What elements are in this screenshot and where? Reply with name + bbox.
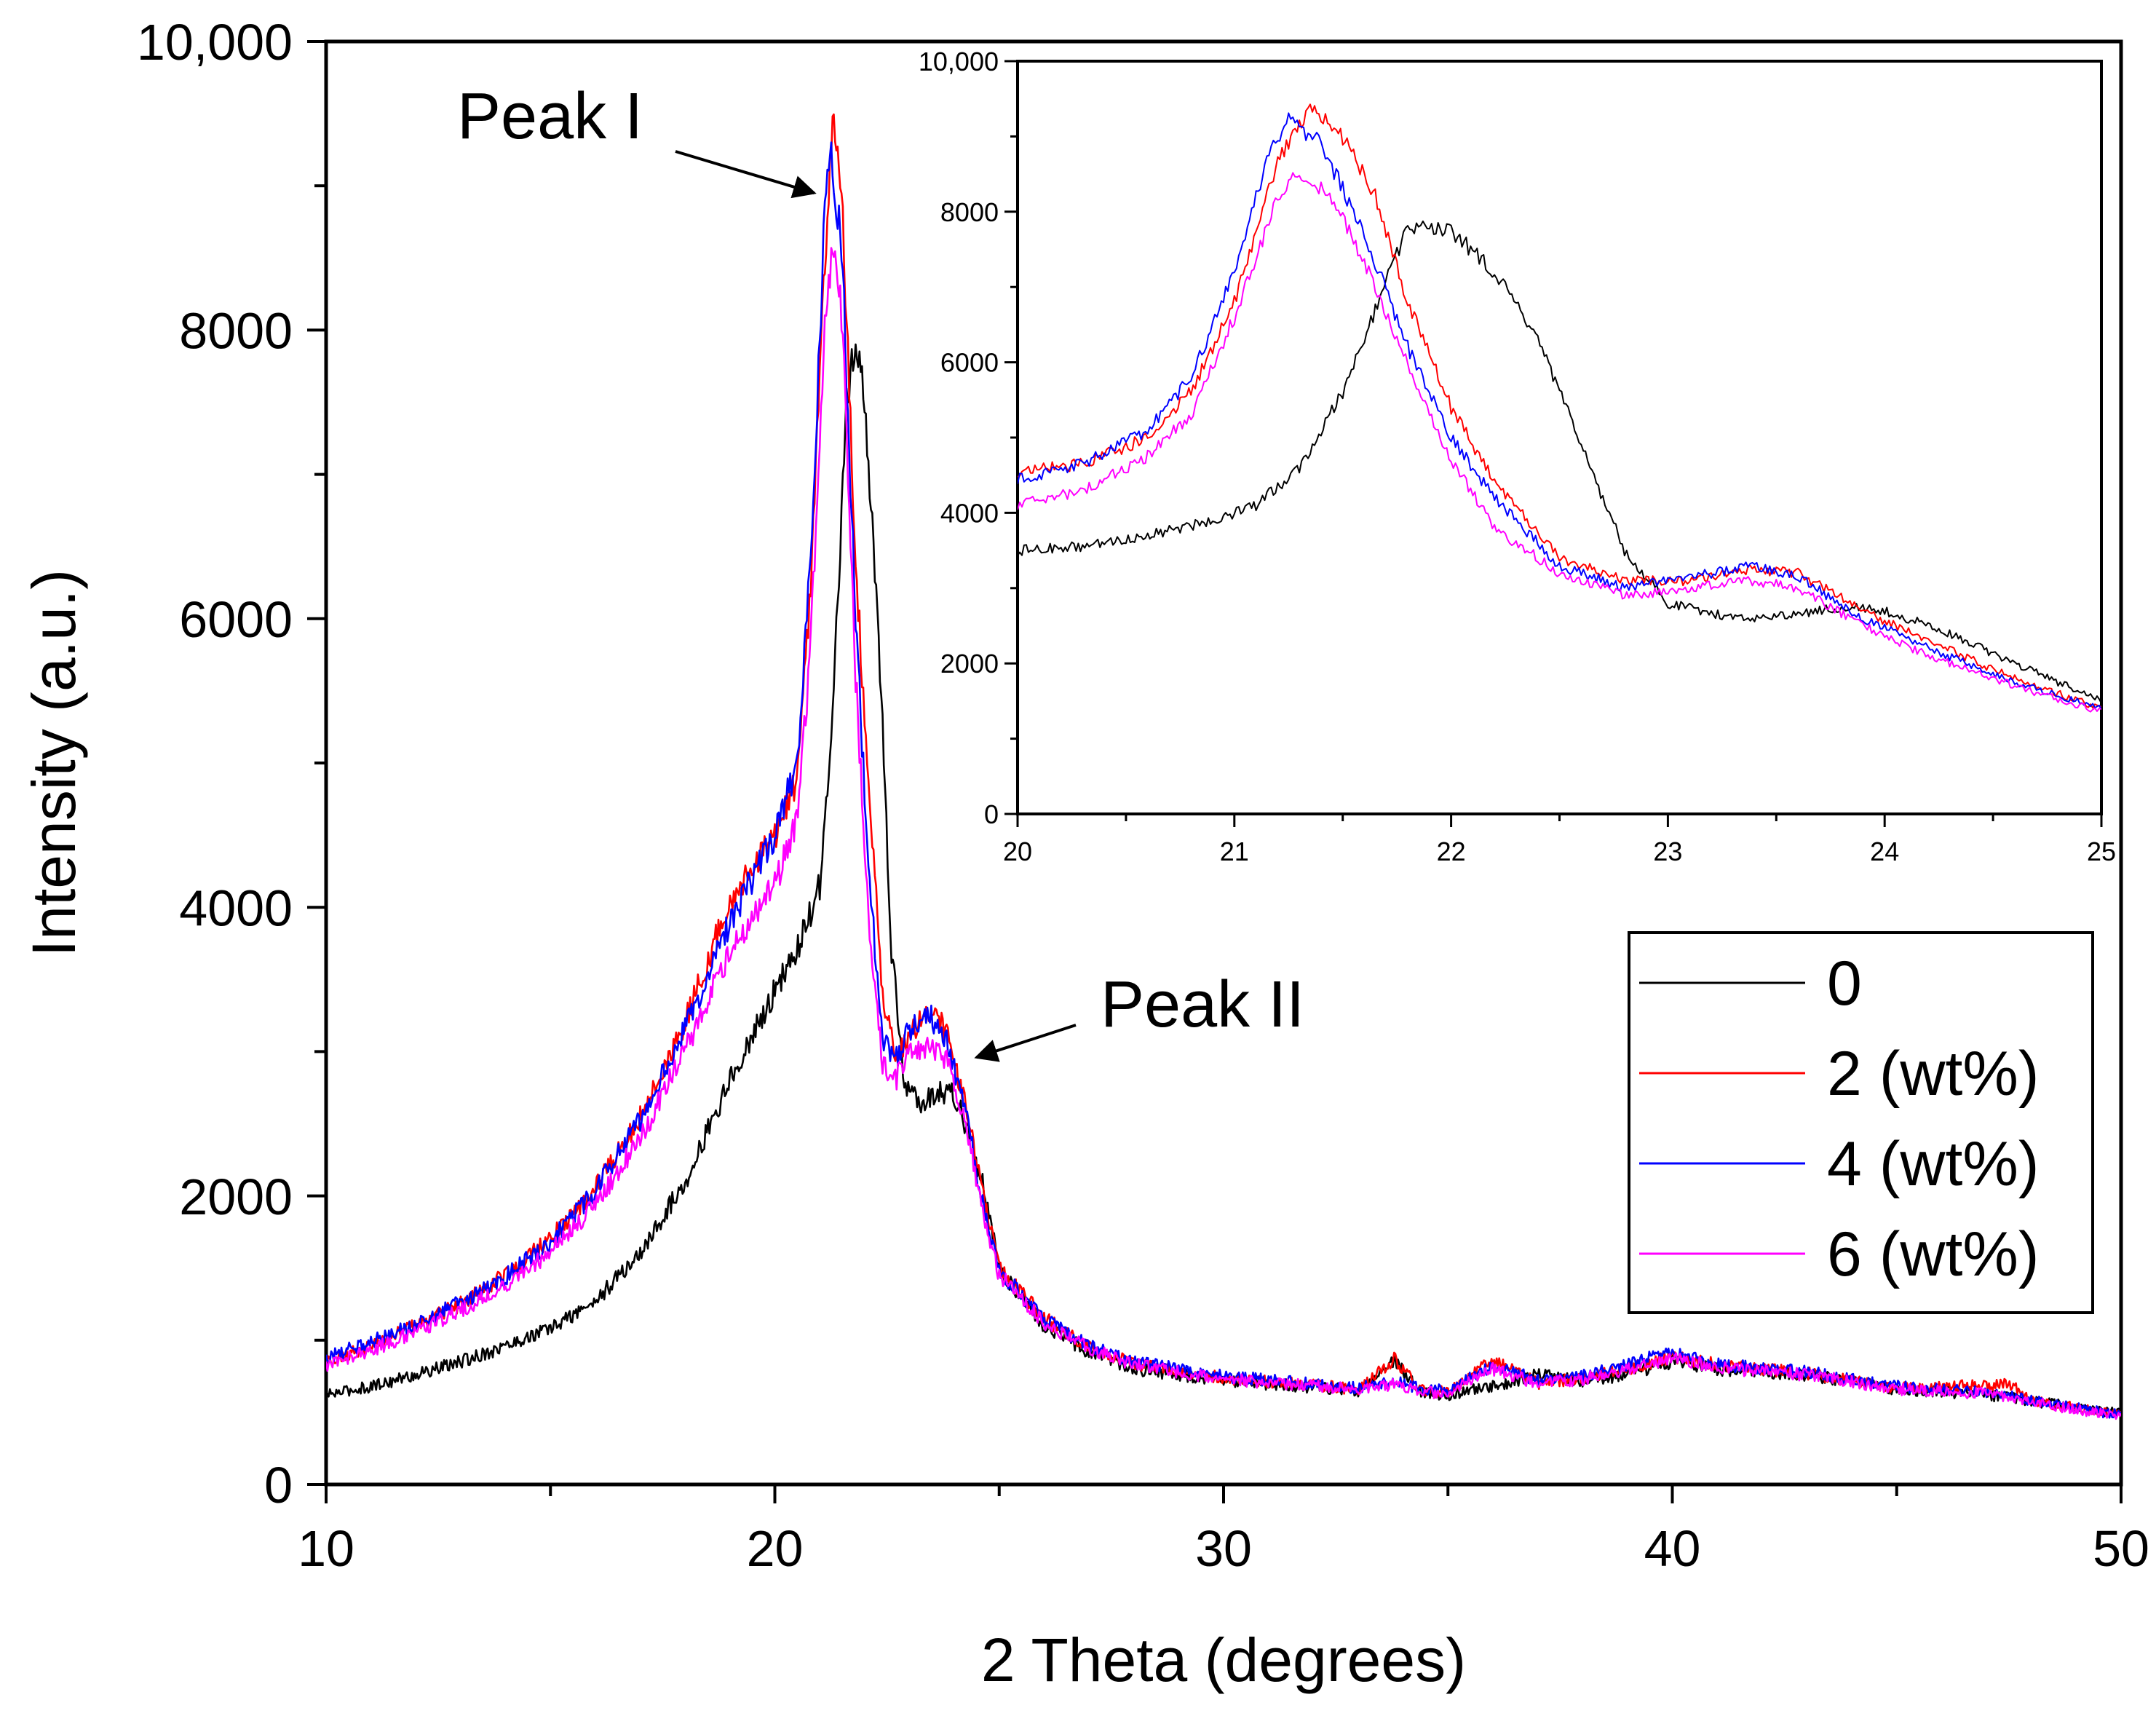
inset-x-tick-label: 23 — [1653, 837, 1682, 866]
inset-series-2-wt — [1018, 103, 2101, 709]
main-series-0 — [326, 343, 2121, 1417]
inset-series-0 — [1018, 220, 2101, 704]
inset-y-tick-label: 4000 — [940, 498, 999, 528]
annotation-peak-i: Peak I — [457, 80, 643, 153]
inset-x-tick-label: 24 — [1870, 837, 1899, 866]
inset-series-4-wt — [1018, 112, 2101, 710]
legend-label: 4 (wt%) — [1827, 1129, 2039, 1199]
main-y-tick-label: 4000 — [179, 879, 293, 936]
main-y-tick-label: 2000 — [179, 1169, 293, 1225]
annotation-peak-ii: Peak II — [1101, 968, 1304, 1041]
annotations: Peak I Peak II — [457, 80, 1304, 1062]
legend-label: 6 (wt%) — [1827, 1219, 2039, 1289]
main-x-tick-label: 30 — [1195, 1520, 1252, 1577]
legend-label: 2 (wt%) — [1827, 1039, 2039, 1109]
inset-y-tick-label: 2000 — [940, 649, 999, 679]
inset-y-tick-label: 10,000 — [919, 47, 999, 76]
inset-plot-frame — [1016, 60, 2103, 815]
main-x-axis-title: 2 Theta (degrees) — [981, 1626, 1466, 1694]
main-x-tick-label: 20 — [747, 1520, 804, 1577]
inset-y-tick-label: 6000 — [940, 348, 999, 378]
inset-plot: 20 21 22 23 24 25 0 2000 4000 6000 8000 10,000 — [919, 47, 2116, 866]
main-x-tick-label: 10 — [298, 1520, 354, 1577]
main-y-tick-label: 0 — [264, 1457, 293, 1514]
legend: 0 2 (wt%) 4 (wt%) 6 (wt%) — [1628, 931, 2094, 1314]
legend-label: 0 — [1827, 949, 1862, 1019]
annotation-arrow-peak-i — [675, 150, 817, 199]
inset-x-tick-label: 22 — [1437, 837, 1466, 866]
inset-series-6-wt — [1018, 172, 2101, 713]
inset-y-tick-label: 8000 — [940, 197, 999, 227]
inset-x-tick-label: 21 — [1220, 837, 1249, 866]
inset-x-tick-label: 25 — [2087, 837, 2116, 866]
annotation-arrow-peak-ii — [974, 1024, 1077, 1062]
main-y-tick-label: 6000 — [179, 591, 293, 648]
legend-box — [1628, 931, 2094, 1314]
main-series-6-wt — [326, 247, 2121, 1420]
main-x-tick-label: 40 — [1644, 1520, 1701, 1577]
inset-x-tick-label: 20 — [1003, 837, 1032, 866]
main-y-axis-title: Intensity (a.u.) — [20, 569, 88, 957]
inset-series-group — [1018, 103, 2101, 713]
main-y-tick-label: 10,000 — [137, 14, 293, 71]
main-series-group — [326, 113, 2121, 1420]
main-x-tick-label: 50 — [2093, 1520, 2149, 1577]
main-y-tick-label: 8000 — [179, 303, 293, 360]
inset-y-tick-label: 0 — [984, 799, 999, 829]
